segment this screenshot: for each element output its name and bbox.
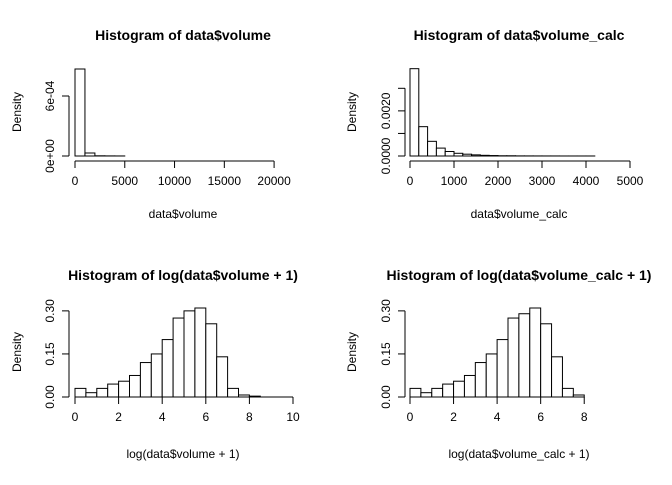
histogram-bar — [436, 148, 445, 156]
histogram-bar — [480, 155, 489, 156]
y-tick-label: 0.00 — [43, 385, 57, 409]
histogram-bar — [75, 388, 86, 397]
histogram-bar — [86, 393, 97, 397]
y-axis-label: Density — [345, 332, 359, 372]
y-tick-label: 0.15 — [379, 342, 393, 366]
histogram-bar — [443, 384, 454, 397]
histogram-bar — [97, 388, 108, 397]
histogram-bar — [508, 318, 519, 397]
histogram-bar — [206, 324, 217, 397]
histogram-bar — [75, 69, 85, 156]
y-tick-label: 0.0020 — [379, 92, 393, 129]
histogram-bar — [119, 381, 130, 397]
panel-title: Histogram of log(data$volume + 1) — [68, 267, 298, 283]
histogram-bar — [530, 308, 541, 397]
histogram-panel-4: Histogram of log(data$volume_calc + 1) 0.… — [345, 267, 651, 461]
histogram-bar — [140, 363, 151, 397]
x-tick-label: 0 — [407, 174, 414, 188]
x-tick-label: 10 — [286, 410, 300, 424]
x-tick-label: 6 — [202, 410, 209, 424]
histogram-bar — [541, 324, 552, 397]
panel-title: Histogram of data$volume — [95, 27, 271, 43]
y-axis-label: Density — [10, 332, 24, 372]
histogram-bar — [497, 340, 508, 397]
x-tick-label: 8 — [246, 410, 253, 424]
histogram-bar — [454, 381, 465, 397]
histogram-bar — [184, 311, 195, 397]
x-tick-label: 2000 — [485, 174, 512, 188]
x-tick-label: 4000 — [573, 174, 600, 188]
y-tick-label: 6e-04 — [43, 80, 57, 111]
histogram-bar — [151, 354, 162, 397]
histogram-bar — [519, 314, 530, 397]
histogram-bar — [195, 308, 206, 397]
histogram-bar — [421, 393, 432, 397]
x-axis-label: log(data$volume_calc + 1) — [448, 447, 589, 461]
histogram-bar — [130, 375, 141, 397]
y-axis-label: Density — [345, 92, 359, 132]
x-tick-label: 10000 — [158, 174, 192, 188]
x-tick-label: 20000 — [257, 174, 291, 188]
histogram-bar — [173, 318, 184, 397]
histogram-panel-1: Histogram of data$volume 0e+00 6e-04 0 5000 1… — [10, 27, 291, 221]
y-tick-label: 0e+00 — [43, 139, 57, 173]
histogram-bar — [445, 151, 454, 156]
histogram-bar — [552, 357, 563, 397]
x-axis-label: data$volume — [149, 207, 218, 221]
y-tick-label: 0.00 — [379, 385, 393, 409]
histogram-bar — [428, 141, 437, 156]
y-tick-label: 0.15 — [43, 342, 57, 366]
histogram-bar — [162, 340, 173, 397]
histogram-bar — [475, 363, 486, 397]
x-tick-label: 2 — [450, 410, 457, 424]
histogram-panel-2: Histogram of data$volume_calc 0.0000 0.002… — [345, 27, 643, 221]
panel-title: Histogram of data$volume_calc — [414, 27, 625, 43]
histogram-bar — [454, 153, 463, 156]
histogram-bar — [410, 69, 419, 156]
x-tick-label: 4 — [159, 410, 166, 424]
histogram-bar — [432, 388, 443, 397]
x-axis-label: log(data$volume + 1) — [126, 447, 239, 461]
histogram-bar — [472, 155, 481, 156]
histogram-bar — [108, 384, 119, 397]
histogram-bar — [217, 357, 228, 397]
y-tick-label: 0.0000 — [379, 137, 393, 174]
histogram-bar — [419, 127, 428, 156]
histogram-panel-3: Histogram of log(data$volume + 1) 0.00 0.1… — [10, 267, 300, 461]
x-tick-label: 4 — [494, 410, 501, 424]
x-tick-label: 6 — [537, 410, 544, 424]
x-tick-label: 5000 — [111, 174, 138, 188]
histogram-bar — [228, 388, 239, 397]
y-tick-label: 0.30 — [379, 299, 393, 323]
x-axis-label: data$volume_calc — [471, 207, 568, 221]
x-tick-label: 3000 — [529, 174, 556, 188]
y-axis-label: Density — [10, 92, 24, 132]
y-tick-label: 0.30 — [43, 299, 57, 323]
histogram-bar — [486, 354, 497, 397]
histogram-bar — [464, 375, 475, 397]
histogram-bar — [85, 153, 95, 156]
x-tick-label: 0 — [72, 410, 79, 424]
x-tick-label: 0 — [72, 174, 79, 188]
x-tick-label: 0 — [407, 410, 414, 424]
x-tick-label: 15000 — [208, 174, 242, 188]
x-tick-label: 5000 — [617, 174, 644, 188]
histogram-bar — [410, 388, 421, 397]
panel-title: Histogram of log(data$volume_calc + 1) — [387, 267, 652, 283]
histogram-bar — [463, 154, 472, 156]
x-tick-label: 2 — [115, 410, 122, 424]
x-tick-label: 8 — [581, 410, 588, 424]
histogram-bar — [562, 388, 573, 397]
x-tick-label: 1000 — [441, 174, 468, 188]
